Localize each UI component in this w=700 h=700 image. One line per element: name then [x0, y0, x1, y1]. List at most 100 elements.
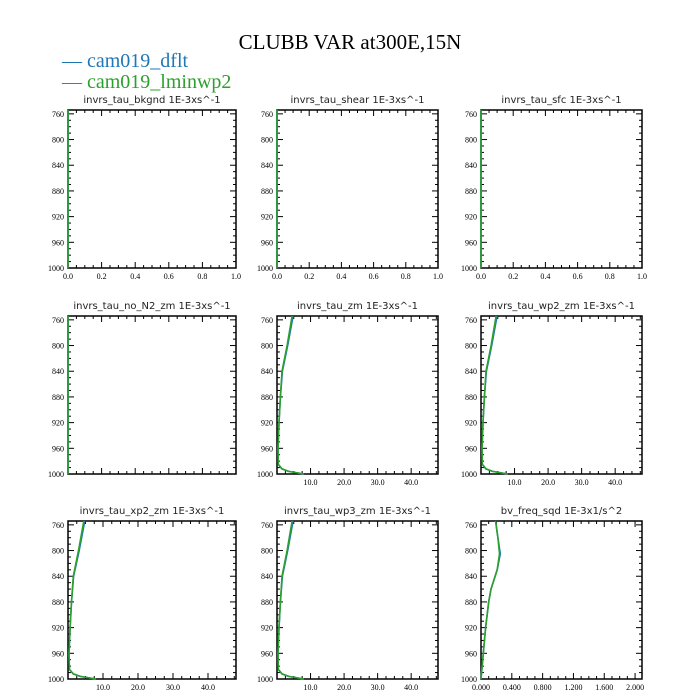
x-tick-label: 20.0 — [541, 478, 555, 487]
y-tick-label: 760 — [261, 110, 273, 119]
x-tick-label: 0.6 — [369, 272, 379, 281]
plot-frame — [480, 315, 643, 475]
series-line-cam019_lminwp2 — [480, 520, 501, 680]
y-tick-label: 1000 — [48, 264, 64, 273]
panel-title: invrs_tau_shear 1E-3xs^-1 — [291, 95, 425, 106]
y-tick-label: 1000 — [48, 675, 64, 684]
panel-6: invrs_tau_xp2_zm 1E-3xs^-1 760 800 840 880 92… — [48, 506, 237, 692]
panel-title: invrs_tau_wp2_zm 1E-3xs^-1 — [488, 301, 635, 312]
x-tick-label: 10.0 — [304, 478, 318, 487]
series-line-cam019_lminwp2 — [277, 520, 304, 680]
y-tick-label: 880 — [261, 598, 273, 607]
panel-5: invrs_tau_wp2_zm 1E-3xs^-1 760 800 840 880 92… — [461, 301, 643, 487]
x-tick-label: 20.0 — [337, 478, 351, 487]
y-tick-label: 800 — [465, 547, 477, 556]
y-tick-label: 840 — [261, 572, 273, 581]
x-tick-label: 0.800 — [534, 683, 552, 692]
y-tick-label: 800 — [52, 342, 64, 351]
y-tick-label: 760 — [261, 521, 273, 530]
panel-title: bv_freq_sqd 1E-3x1/s^2 — [501, 506, 623, 517]
series-line-cam019_lminwp2 — [481, 315, 508, 475]
x-tick-label: 20.0 — [337, 683, 351, 692]
series-line-cam019_lminwp2 — [277, 315, 304, 475]
y-tick-label: 760 — [465, 110, 477, 119]
y-tick-label: 1000 — [48, 470, 64, 479]
panel-4: invrs_tau_zm 1E-3xs^-1 760 800 840 880 920 960… — [257, 301, 439, 487]
y-tick-label: 960 — [52, 444, 64, 453]
y-tick-label: 1000 — [461, 470, 477, 479]
x-tick-label: 1.0 — [231, 272, 241, 281]
legend-entry-lminwp2: — cam019_lminwp2 — [62, 71, 232, 93]
y-tick-label: 920 — [261, 624, 273, 633]
panel-2: invrs_tau_sfc 1E-3xs^-1 760 800 840 880 920 96… — [461, 95, 647, 281]
x-tick-label: 0.8 — [605, 272, 615, 281]
y-tick-label: 760 — [52, 521, 64, 530]
panel-title: invrs_tau_xp2_zm 1E-3xs^-1 — [80, 506, 225, 517]
y-tick-label: 760 — [261, 316, 273, 325]
x-tick-label: 0.8 — [401, 272, 411, 281]
x-tick-label: 0.4 — [130, 272, 140, 281]
x-tick-label: 40.0 — [608, 478, 622, 487]
y-tick-label: 880 — [465, 598, 477, 607]
y-tick-label: 1000 — [257, 675, 273, 684]
panel-title: invrs_tau_wp3_zm 1E-3xs^-1 — [284, 506, 431, 517]
y-tick-label: 920 — [52, 419, 64, 428]
y-tick-label: 920 — [465, 419, 477, 428]
y-tick-label: 960 — [261, 444, 273, 453]
y-tick-label: 1000 — [461, 264, 477, 273]
plot-frame — [67, 520, 237, 680]
y-tick-label: 840 — [261, 367, 273, 376]
panel-title: invrs_tau_bkgnd 1E-3xs^-1 — [83, 95, 220, 106]
x-tick-label: 20.0 — [131, 683, 145, 692]
panel-title: invrs_tau_sfc 1E-3xs^-1 — [501, 95, 621, 106]
y-tick-label: 920 — [465, 213, 477, 222]
x-tick-label: 1.200 — [564, 683, 582, 692]
y-tick-label: 840 — [465, 572, 477, 581]
x-tick-label: 1.0 — [637, 272, 647, 281]
y-tick-label: 800 — [465, 136, 477, 145]
y-tick-label: 800 — [261, 547, 273, 556]
y-tick-label: 1000 — [461, 675, 477, 684]
y-tick-label: 840 — [52, 572, 64, 581]
x-tick-label: 1.0 — [433, 272, 443, 281]
x-tick-label: 30.0 — [575, 478, 589, 487]
x-tick-label: 2.000 — [626, 683, 644, 692]
y-tick-label: 800 — [261, 136, 273, 145]
y-tick-label: 920 — [52, 213, 64, 222]
plot-frame — [67, 315, 237, 475]
legend-label: cam019_dflt — [87, 50, 189, 72]
y-tick-label: 800 — [52, 547, 64, 556]
x-tick-label: 0.0 — [63, 272, 73, 281]
panel-title: invrs_tau_no_N2_zm 1E-3xs^-1 — [73, 301, 230, 312]
panel-3: invrs_tau_no_N2_zm 1E-3xs^-1 760 800 840 880… — [48, 301, 237, 479]
y-tick-label: 960 — [52, 649, 64, 658]
y-tick-label: 960 — [465, 444, 477, 453]
series-line-cam019_dflt — [481, 315, 508, 475]
panel-title: invrs_tau_zm 1E-3xs^-1 — [297, 301, 418, 312]
plot-frame — [276, 520, 439, 680]
x-tick-label: 30.0 — [371, 683, 385, 692]
y-tick-label: 760 — [52, 316, 64, 325]
x-tick-label: 40.0 — [201, 683, 215, 692]
y-tick-label: 1000 — [257, 470, 273, 479]
panel-8: bv_freq_sqd 1E-3x1/s^2 760 800 840 880 920 960… — [461, 506, 644, 692]
y-tick-label: 920 — [465, 624, 477, 633]
y-tick-label: 840 — [52, 367, 64, 376]
x-tick-label: 10.0 — [96, 683, 110, 692]
x-tick-label: 0.0 — [272, 272, 282, 281]
plot-frame — [276, 315, 439, 475]
y-tick-label: 880 — [465, 393, 477, 402]
y-tick-label: 760 — [52, 110, 64, 119]
y-tick-label: 760 — [465, 521, 477, 530]
x-tick-label: 10.0 — [304, 683, 318, 692]
y-tick-label: 1000 — [257, 264, 273, 273]
legend-entry-dflt: — cam019_dflt — [62, 50, 189, 72]
x-tick-label: 30.0 — [166, 683, 180, 692]
y-tick-label: 760 — [465, 316, 477, 325]
y-tick-label: 840 — [261, 161, 273, 170]
series-line-cam019_dflt — [277, 520, 304, 680]
plot-frame — [276, 109, 439, 269]
y-tick-label: 880 — [52, 187, 64, 196]
y-tick-label: 960 — [52, 238, 64, 247]
